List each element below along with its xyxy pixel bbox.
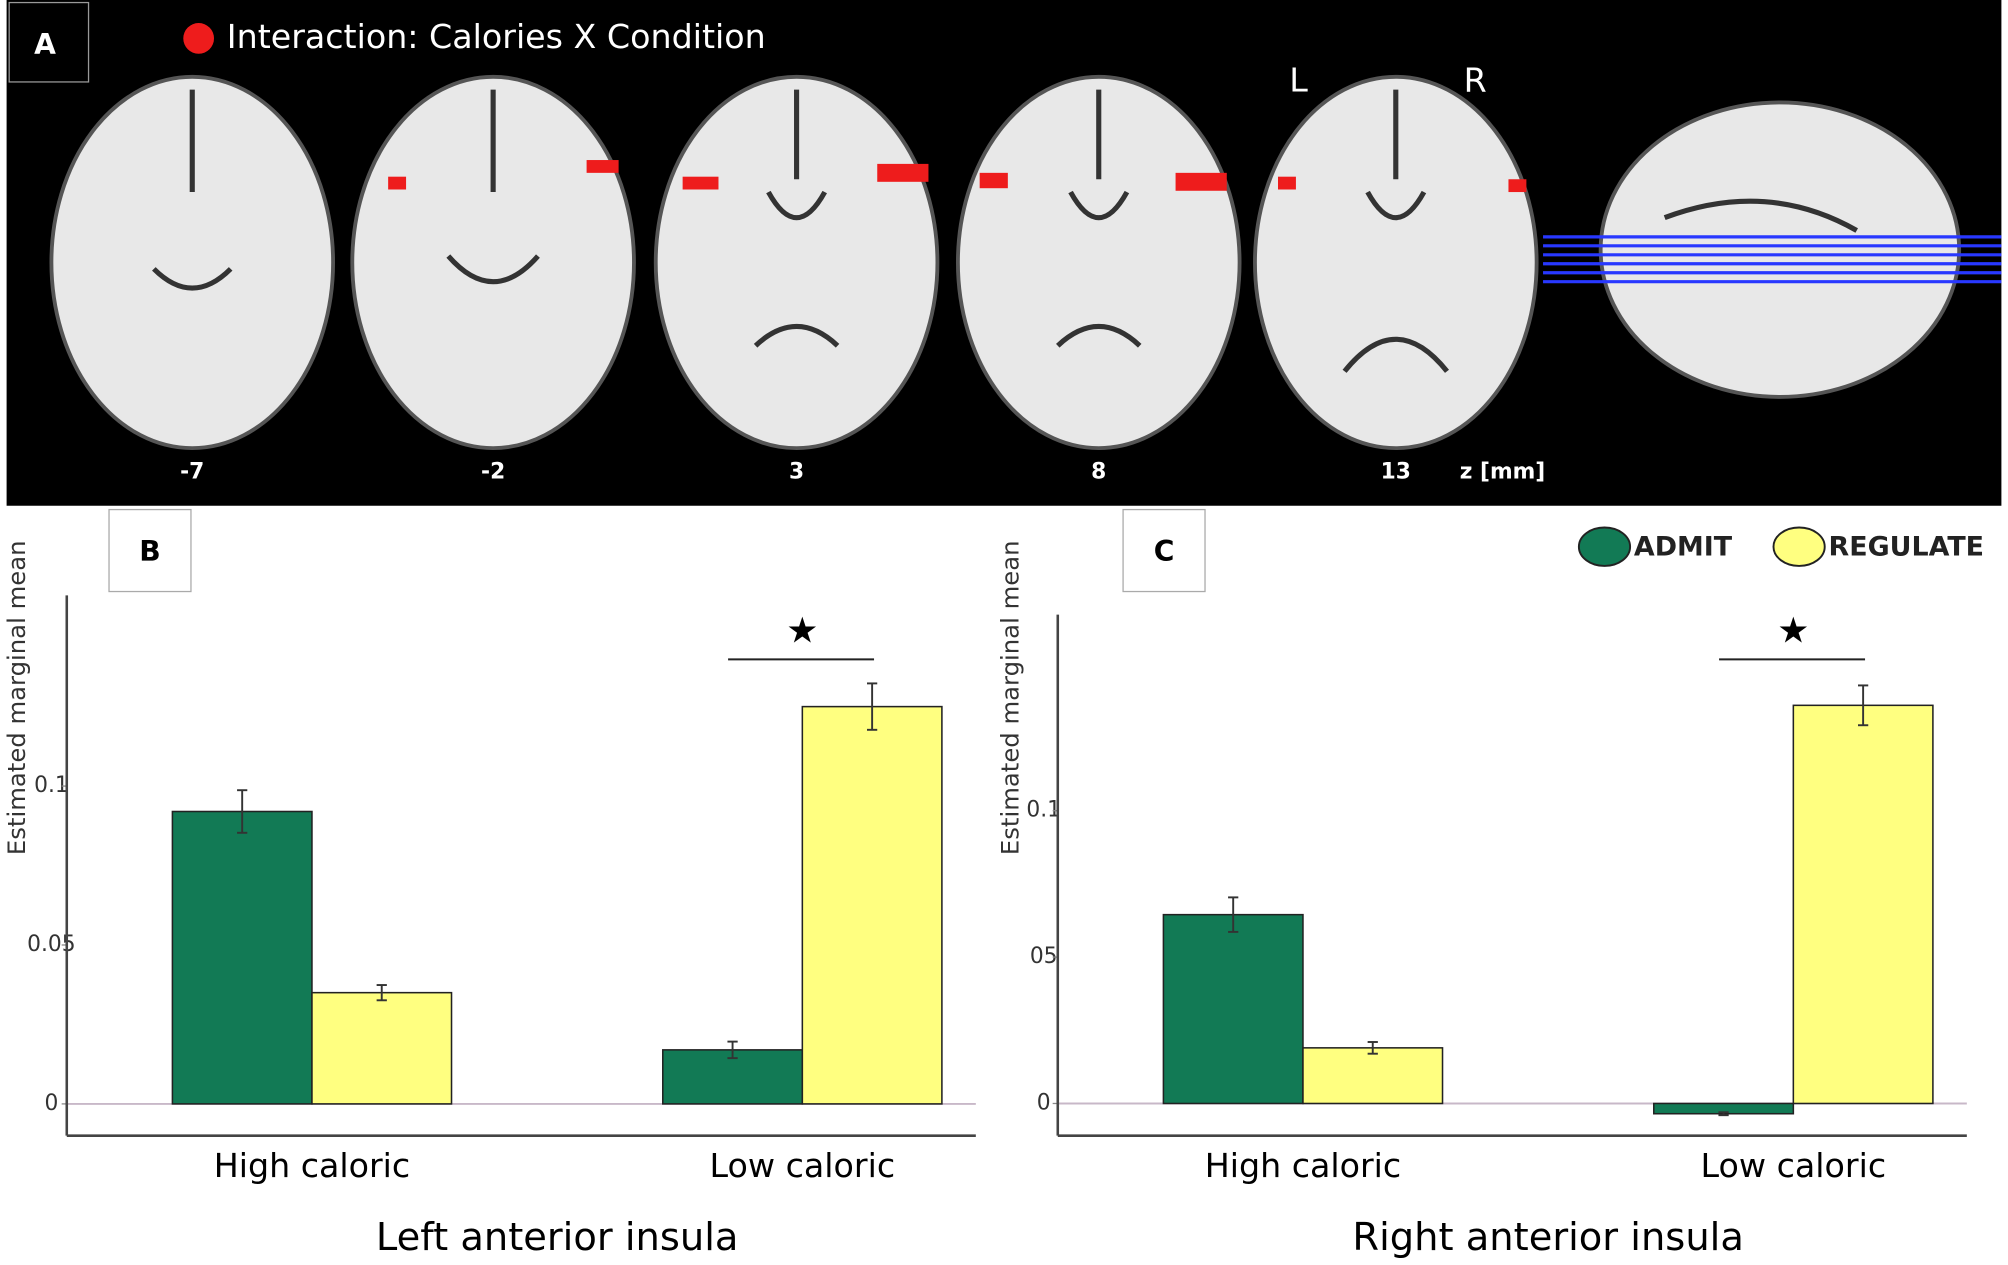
slice-label: 13 [1381,459,1411,484]
y-tick-label: 0 [44,1091,58,1116]
panel-label-box [1122,508,1206,593]
error-bar [237,789,248,834]
error-bar [1718,1111,1729,1117]
bar [1792,704,1934,1105]
panel-a-legend: Interaction: Calories X Condition [227,17,766,56]
panel-label: B [139,535,160,568]
panel-label-box [108,508,192,593]
slice-label: -2 [481,459,505,484]
legend-label: ADMIT [1634,531,1733,562]
bar [1162,913,1304,1105]
x-tick-label: Low caloric [710,1146,896,1185]
error-bar [727,1040,738,1060]
slice-lines [1543,235,2002,284]
right-marker: R [1464,60,1487,99]
error-bar [1367,1041,1378,1055]
slice-labels: -7 -2 3 8 13 [180,459,1411,484]
significance-star: ★ [786,611,818,652]
slice-label: 3 [789,459,804,484]
y-tick-label: 0.05 [27,932,75,957]
y-axis-label: Estimated marginal mean [996,540,1025,855]
error-bar [376,984,387,1002]
legend-label: REGULATE [1829,531,1984,562]
x-axis-label: Left anterior insula [376,1215,739,1260]
brain-detail [152,89,1858,373]
x-axis-label: Right anterior insula [1352,1215,1743,1260]
y-axis-label: Estimated marginal mean [2,540,31,855]
x-tick-label: Low caloric [1701,1146,1887,1185]
bar [311,991,453,1105]
bar [801,705,943,1105]
legend-swatch [1772,526,1826,567]
error-bar [867,682,878,731]
legend-dot [183,23,215,54]
slice-label: -7 [180,459,204,484]
bar [1302,1047,1444,1105]
y-tick-label: 0 [1037,1090,1051,1115]
error-bar [1858,684,1869,727]
x-tick-label: High caloric [1205,1146,1402,1185]
panel-label-box [8,1,90,83]
panel-a: A Interaction: Calories X Condition [6,0,2002,506]
left-marker: L [1289,60,1308,99]
activation-blobs [388,160,1527,193]
significance-star: ★ [1777,611,1809,652]
panel-label: A [34,28,56,61]
x-tick-label: High caloric [214,1146,411,1185]
legend-swatch [1577,526,1632,567]
panel-label: C [1154,535,1175,568]
brain-slices [49,74,1962,451]
z-unit: z [mm] [1460,459,1545,484]
slice-label: 8 [1091,459,1106,484]
error-bar [1228,896,1239,933]
bar [171,810,313,1105]
